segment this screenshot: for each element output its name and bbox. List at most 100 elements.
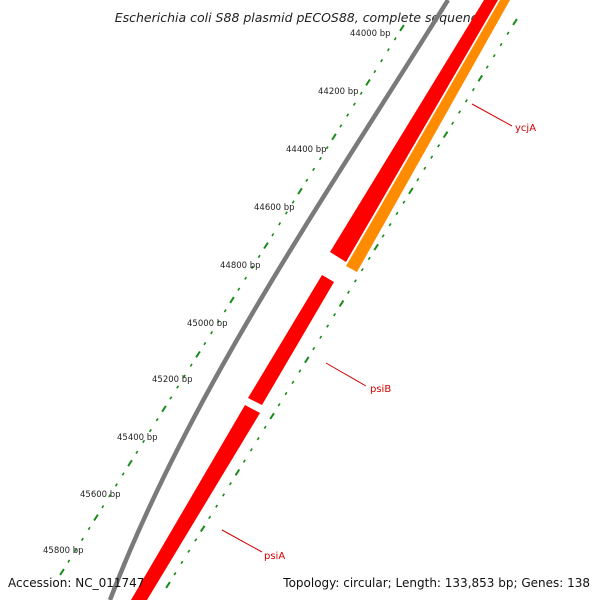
major-tick-outer [93, 514, 99, 522]
minor-tick-outer [393, 37, 397, 41]
minor-tick-outer [169, 396, 173, 400]
minor-tick-outer [380, 58, 384, 63]
minor-tick-outer [250, 265, 254, 270]
minor-tick-inner [298, 369, 302, 373]
minor-tick-outer [216, 320, 220, 324]
tick-label: 44000 bp [350, 29, 391, 39]
minor-tick-outer [318, 156, 322, 161]
minor-tick-inner [499, 42, 503, 47]
minor-tick-outer [359, 91, 363, 95]
major-tick-outer [365, 78, 371, 86]
minor-tick-outer [352, 102, 356, 106]
major-tick-inner [234, 468, 241, 476]
minor-tick-inner [173, 572, 177, 576]
minor-tick-outer [87, 526, 91, 531]
tick-label: 44200 bp [318, 87, 359, 97]
minor-tick-inner [360, 268, 364, 272]
minor-tick-outer [305, 178, 309, 183]
minor-tick-outer [386, 48, 390, 52]
minor-tick-outer [237, 287, 241, 291]
minor-tick-inner [416, 177, 420, 182]
minor-tick-outer [271, 233, 275, 237]
tick-label: 45600 bp [80, 490, 121, 500]
minor-tick-inner [333, 313, 337, 317]
gene-arrow-psiB [248, 275, 334, 405]
ycjA-leader-line [471, 103, 513, 127]
gene-label-ycjA: ycjA [515, 123, 536, 134]
sequence-summary: Topology: circular; Length: 133,853 bp; … [283, 576, 590, 590]
major-tick-outer [59, 568, 65, 576]
minor-tick-inner [180, 560, 184, 565]
minor-tick-outer [67, 559, 71, 563]
minor-tick-outer [155, 417, 159, 422]
gene-label-psiA: psiA [264, 551, 285, 562]
tick-label: 45200 bp [152, 375, 193, 385]
major-tick-inner [269, 412, 275, 420]
tick-label: 44600 bp [254, 203, 295, 213]
plasmid-backbone [107, 0, 450, 600]
minor-tick-outer [101, 505, 105, 509]
minor-tick-outer [210, 330, 214, 335]
major-tick-inner [512, 18, 518, 26]
minor-tick-inner [381, 234, 385, 238]
minor-tick-inner [353, 279, 357, 283]
minor-tick-outer [189, 363, 193, 367]
minor-tick-outer [244, 276, 248, 280]
major-tick-inner [199, 525, 206, 533]
minor-tick-inner [319, 335, 323, 339]
minor-tick-inner [215, 504, 219, 508]
minor-tick-inner [464, 99, 468, 103]
major-tick-inner [477, 74, 484, 82]
tick-label: 45400 bp [117, 433, 158, 443]
minor-tick-outer [291, 200, 295, 204]
tick-label: 44800 bp [220, 261, 261, 271]
minor-tick-inner [291, 380, 295, 385]
minor-tick-outer [257, 254, 261, 259]
major-tick-inner [304, 356, 310, 364]
minor-tick-outer [74, 548, 78, 552]
major-tick-outer [263, 242, 269, 250]
minor-tick-outer [373, 69, 377, 74]
minor-tick-inner [437, 144, 441, 148]
major-tick-inner [408, 187, 414, 195]
minor-tick-inner [228, 481, 232, 486]
minor-tick-inner [249, 448, 253, 452]
minor-tick-inner [458, 110, 461, 114]
minor-tick-inner [326, 324, 330, 328]
major-tick-inner [338, 300, 345, 307]
minor-tick-outer [312, 167, 316, 172]
gene-arrow-psiA [131, 405, 260, 600]
minor-tick-inner [430, 155, 434, 159]
minor-tick-outer [121, 472, 125, 476]
major-tick-outer [229, 296, 235, 304]
minor-tick-inner [208, 515, 212, 520]
minor-tick-inner [506, 31, 510, 35]
accession-text: Accession: NC_011747 [8, 576, 145, 590]
psiB-leader-line [325, 362, 367, 387]
minor-tick-inner [222, 493, 225, 497]
minor-tick-inner [485, 65, 489, 69]
minor-tick-inner [194, 538, 198, 542]
minor-tick-outer [325, 145, 329, 150]
minor-tick-inner [312, 346, 316, 351]
minor-tick-inner [451, 121, 455, 126]
gene-label-psiB: psiB [370, 384, 391, 395]
major-tick-outer [195, 350, 201, 358]
minor-tick-inner [471, 87, 475, 92]
major-tick-outer [161, 405, 167, 413]
major-tick-inner [165, 581, 171, 589]
major-tick-outer [399, 24, 405, 32]
minor-tick-outer [182, 374, 186, 378]
tick-label: 44400 bp [286, 145, 327, 155]
map-title: Escherichia coli S88 plasmid pECOS88, co… [115, 10, 486, 25]
minor-tick-inner [388, 222, 392, 227]
minor-tick-outer [176, 385, 180, 389]
minor-tick-inner [492, 54, 496, 58]
minor-tick-outer [80, 537, 84, 542]
major-tick-inner [373, 243, 379, 251]
major-tick-outer [127, 459, 133, 467]
gene-arrow-ycjA [346, 0, 510, 272]
major-tick-inner [442, 131, 449, 139]
minor-tick-inner [263, 425, 267, 430]
